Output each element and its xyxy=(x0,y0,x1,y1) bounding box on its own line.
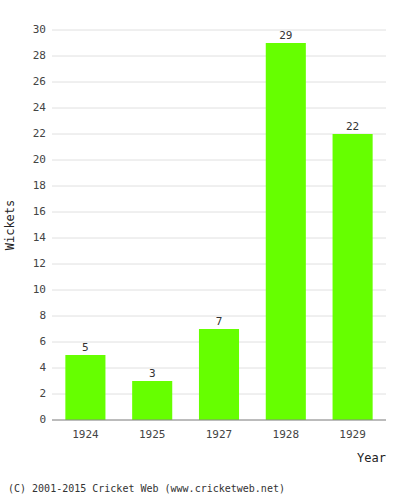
y-axis-label: Wickets xyxy=(3,200,17,251)
data-labels: 5 3 7 29 22 xyxy=(82,29,359,380)
y-tick-label: 14 xyxy=(33,231,47,244)
y-tick-label: 8 xyxy=(39,309,46,322)
y-tick-label: 12 xyxy=(33,257,46,270)
chart-container: 0246810121416182022242628305372922192419… xyxy=(0,0,400,500)
x-axis-label: Year xyxy=(357,451,386,465)
y-tick-label: 22 xyxy=(33,127,46,140)
y-tick-label: 20 xyxy=(33,153,46,166)
y-tick-label: 26 xyxy=(33,75,46,88)
y-tick-label: 28 xyxy=(33,49,46,62)
x-tick-label: 1925 xyxy=(139,428,166,441)
x-tick-label: 1929 xyxy=(339,428,366,441)
bars xyxy=(65,43,372,420)
y-tick-label: 6 xyxy=(39,335,46,348)
y-axis: 024681012141618202224262830 xyxy=(33,23,47,426)
footer: (C) 2001-2015 Cricket Web (www.cricketwe… xyxy=(8,483,285,494)
y-tick-label: 24 xyxy=(33,101,47,114)
y-tick-label: 4 xyxy=(39,361,46,374)
grid-line xyxy=(52,82,386,83)
grid-line xyxy=(52,30,386,31)
x-axis-line xyxy=(52,420,386,421)
x-tick-label: 1927 xyxy=(206,428,233,441)
data-label: 22 xyxy=(346,120,359,133)
grid-line xyxy=(52,56,386,57)
bar xyxy=(132,381,172,420)
page: {"chart_data": {"type": "bar", "categori… xyxy=(0,0,400,500)
y-tick-label: 0 xyxy=(39,413,46,426)
bar xyxy=(266,43,306,420)
grid-line xyxy=(52,108,386,109)
data-label: 7 xyxy=(216,315,223,328)
bar xyxy=(65,355,105,420)
data-label: 3 xyxy=(149,367,156,380)
y-tick-label: 2 xyxy=(39,387,46,400)
bar xyxy=(199,329,239,420)
grid xyxy=(52,30,386,420)
chart: 0246810121416182022242628305372922192419… xyxy=(0,0,400,500)
grid-line xyxy=(52,420,386,421)
data-label: 5 xyxy=(82,341,89,354)
y-tick-label: 18 xyxy=(33,179,46,192)
x-axis: 1924 1925 1927 1928 1929 xyxy=(52,420,386,441)
y-tick-label: 10 xyxy=(33,283,46,296)
y-tick-label: 30 xyxy=(33,23,46,36)
x-tick-label: 1924 xyxy=(72,428,99,441)
bar xyxy=(333,134,373,420)
data-label: 29 xyxy=(279,29,292,42)
x-tick-label: 1928 xyxy=(273,428,300,441)
y-tick-label: 16 xyxy=(33,205,46,218)
